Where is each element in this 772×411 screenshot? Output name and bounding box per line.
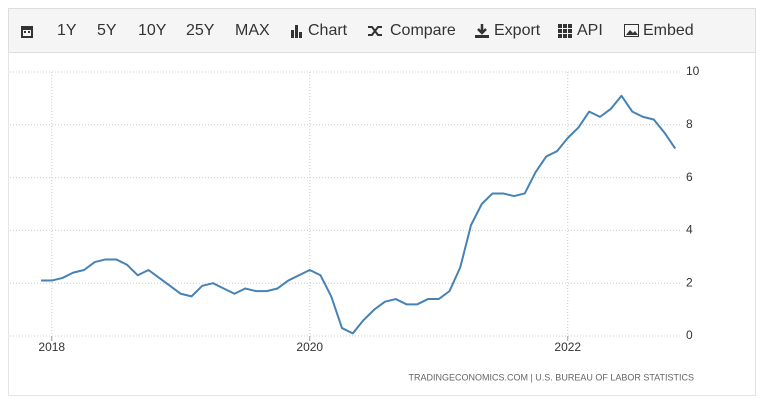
x-tick-label: 2018: [38, 340, 65, 354]
credit: TRADINGECONOMICS.COM | U.S. BUREAU OF LA…: [408, 372, 694, 382]
x-tick-label: 2022: [554, 340, 581, 354]
api-button[interactable]: API: [577, 22, 603, 39]
export-icon: [475, 24, 489, 38]
y-tick-label: 10: [686, 64, 700, 78]
api-icon: [558, 24, 572, 38]
calendar-icon[interactable]: [20, 24, 34, 39]
embed-icon: [624, 24, 639, 37]
range-25y[interactable]: 25Y: [186, 22, 215, 39]
y-tick-label: 6: [686, 170, 693, 184]
chart-button[interactable]: Chart: [308, 22, 348, 39]
y-tick-label: 4: [686, 223, 693, 237]
export-button[interactable]: Export: [494, 22, 541, 39]
range-1y[interactable]: 1Y: [57, 22, 77, 39]
compare-button[interactable]: Compare: [390, 22, 456, 39]
y-tick-label: 0: [686, 328, 693, 342]
range-5y[interactable]: 5Y: [97, 22, 117, 39]
compare-icon: [368, 26, 382, 36]
line: [41, 94, 677, 335]
toolbar: 1Y 5Y 10Y 25Y MAX Chart Compare Export A…: [8, 8, 756, 53]
embed-button[interactable]: Embed: [643, 22, 694, 39]
y-tick-label: 2: [686, 275, 693, 289]
y-tick-label: 8: [686, 117, 693, 131]
chart-icon: [291, 25, 302, 38]
range-10y[interactable]: 10Y: [138, 22, 167, 39]
x-tick-label: 2020: [296, 340, 323, 354]
chart-frame: [8, 52, 756, 396]
range-max[interactable]: MAX: [235, 22, 270, 39]
